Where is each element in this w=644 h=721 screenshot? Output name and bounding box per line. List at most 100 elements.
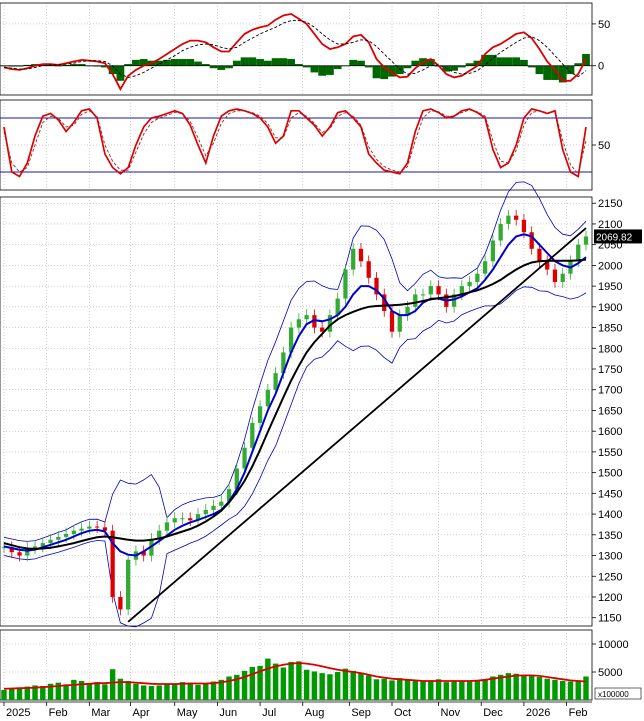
candle-body <box>475 273 480 282</box>
candle-body <box>576 244 581 262</box>
stochastic-panel: 50 <box>0 99 610 191</box>
y-tick-label: 1600 <box>598 426 622 438</box>
volume-bar <box>373 679 380 700</box>
candle-body <box>281 352 286 374</box>
volume-bar <box>567 681 574 700</box>
candle-body <box>451 294 457 307</box>
candle-body <box>188 518 193 521</box>
macd-histogram-bar <box>364 65 373 68</box>
volume-bar <box>102 684 108 700</box>
macd-histogram-bar <box>465 63 474 66</box>
volume-bar <box>536 677 543 700</box>
volume-unit-label: x100000 <box>598 690 629 699</box>
macd-histogram-bar <box>527 65 536 68</box>
x-tick-label: Nov <box>441 707 461 719</box>
volume-bar <box>9 688 15 700</box>
macd-frame <box>0 2 593 96</box>
candle-body <box>382 294 387 311</box>
macd-histogram-bar <box>209 65 218 69</box>
volume-bar <box>210 681 217 700</box>
volume-bar <box>164 683 170 700</box>
volume-bar <box>482 679 488 700</box>
macd-histogram-bar <box>15 65 24 67</box>
macd-histogram-bar <box>287 59 295 66</box>
volume-bar <box>443 682 450 700</box>
candle-body <box>343 269 348 299</box>
y-tick-label: 2100 <box>598 219 622 231</box>
y-tick-label: 2000 <box>598 260 622 272</box>
volume-bar <box>420 681 426 700</box>
volume-bar <box>397 678 403 700</box>
macd-histogram-bar <box>318 65 327 76</box>
candle-body <box>304 315 309 320</box>
volume-bar <box>342 668 349 700</box>
candle-body <box>583 236 589 245</box>
x-tick-label: Jul <box>262 707 276 719</box>
volume-bar <box>16 687 23 700</box>
macd-histogram-bar <box>450 65 458 71</box>
volume-bar <box>288 661 294 700</box>
macd-histogram-bar <box>551 65 559 80</box>
candle-body <box>490 240 496 262</box>
volume-bar <box>451 680 457 700</box>
volume-bar <box>86 683 93 700</box>
candle-body <box>257 406 263 423</box>
volume-bar <box>71 679 77 700</box>
macd-histogram-bar <box>395 65 404 75</box>
macd-histogram-bar <box>124 64 133 66</box>
support-trendline <box>127 227 587 623</box>
volume-bar <box>350 670 356 700</box>
volume-bar <box>55 682 62 700</box>
candle-body <box>265 389 270 407</box>
volume-bar <box>195 684 201 700</box>
macd-histogram-bar <box>116 65 125 81</box>
x-tick-label: Dec <box>483 707 503 719</box>
x-tick-label: Sep <box>351 707 371 719</box>
macd-histogram-bar <box>543 65 552 80</box>
candle-body <box>56 536 61 540</box>
last-value-label: 2069.82 <box>596 232 633 243</box>
y-tick-label: 1350 <box>598 530 622 542</box>
candle-body <box>71 530 76 534</box>
volume-bar <box>560 680 566 700</box>
candle-body <box>250 422 255 448</box>
x-tick-label: 2026 <box>526 707 550 719</box>
candle-body <box>180 518 185 520</box>
volume-bar <box>428 680 434 700</box>
volume-bar <box>234 674 240 700</box>
volume-ma-line <box>3 662 587 690</box>
volume-bar <box>94 682 100 700</box>
candle-body <box>118 596 123 610</box>
candle-body <box>537 248 542 262</box>
volume-bar <box>265 658 271 700</box>
candle-body <box>498 223 503 241</box>
candle-body <box>358 248 364 262</box>
macd-histogram-bar <box>62 64 70 66</box>
volume-bar <box>172 684 178 700</box>
candle-body <box>87 526 92 529</box>
y-tick-label: 1550 <box>598 447 622 459</box>
candle-body <box>226 489 232 502</box>
volume-bar <box>148 686 155 700</box>
volume-bar <box>552 679 558 700</box>
volume-bar <box>497 674 504 700</box>
volume-bar <box>63 684 69 700</box>
candle-body <box>428 286 433 295</box>
macd-histogram-bar <box>240 57 249 66</box>
candle-body <box>459 286 464 295</box>
macd-histogram-bar <box>302 65 311 68</box>
volume-bar <box>490 676 496 700</box>
macd-histogram-bar <box>170 59 179 66</box>
ma-slow-line <box>3 258 587 550</box>
macd-histogram-bar <box>225 65 233 69</box>
candle-body <box>1 547 7 549</box>
x-tick-label: Oct <box>394 707 411 719</box>
candle-body <box>545 261 550 270</box>
volume-bar <box>435 679 442 700</box>
candle-body <box>273 373 278 390</box>
candle-body <box>157 530 162 539</box>
volume-bar <box>24 686 30 700</box>
volume-bar <box>575 680 581 700</box>
candle-body <box>552 269 558 282</box>
candle-body <box>40 543 45 547</box>
